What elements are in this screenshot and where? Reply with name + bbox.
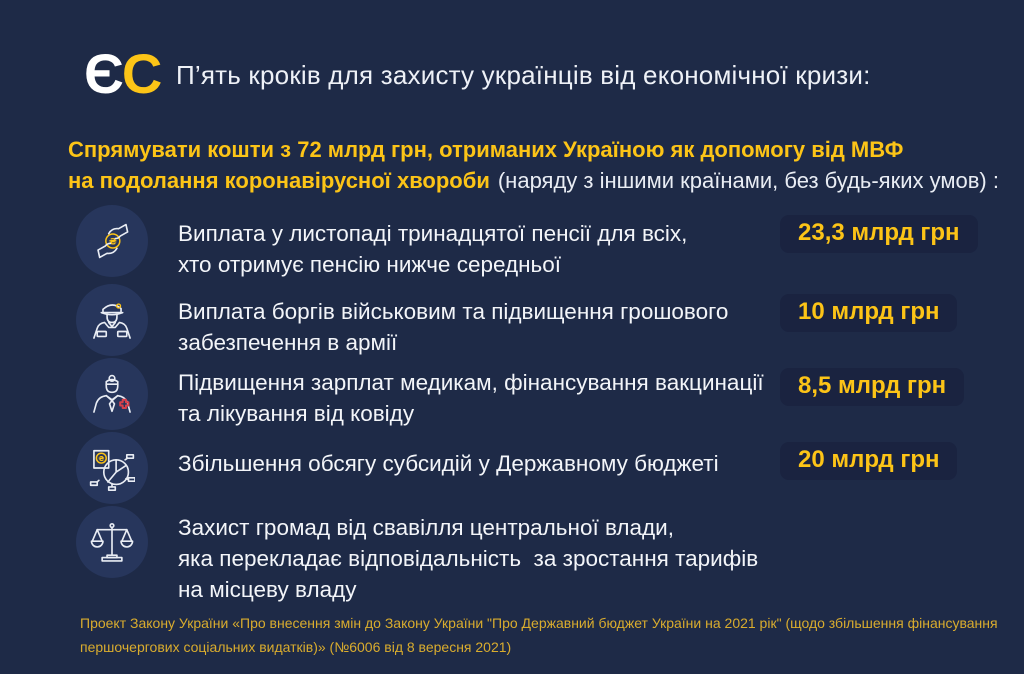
steps-list: ₴ Виплата у листопаді тринадцятої пенсії… xyxy=(74,205,984,605)
step-text-line: та лікування від ковіду xyxy=(178,401,415,426)
step-text-line: забезпечення в армії xyxy=(178,330,398,355)
intro-note: (наряду з іншими країнами, без будь-яких… xyxy=(497,168,999,193)
military-officer-icon xyxy=(76,284,148,356)
step-row: ₴ Виплата у листопаді тринадцятої пенсії… xyxy=(74,205,984,280)
step-row: Підвищення зарплат медикам, фінансування… xyxy=(74,358,984,430)
doctor-icon xyxy=(76,358,148,430)
step-row: Захист громад від свавілля центральної в… xyxy=(74,506,984,605)
step-text: Виплата боргів військовим та підвищення … xyxy=(178,296,984,358)
step-row: ₴ Збільшення обсягу субсидій у Державном… xyxy=(74,432,984,504)
step-text-line: Збільшення обсягу субсидій у Державному … xyxy=(178,451,719,476)
intro-highlight-line-2: на подолання коронавірусної хвороби xyxy=(68,168,490,193)
step-text-line: Захист громад від свавілля центральної в… xyxy=(178,515,674,540)
intro-highlight-line-1: Спрямувати кошти з 72 млрд грн, отримани… xyxy=(68,137,904,162)
svg-text:₴: ₴ xyxy=(98,455,104,463)
footer-note: Проект Закону України «Про внесення змін… xyxy=(80,611,998,659)
hands-coin-icon: ₴ xyxy=(76,205,148,277)
logo-letter-ye: Є xyxy=(84,42,124,105)
step-text-line: на місцеву владу xyxy=(178,577,357,602)
step-text-line: Підвищення зарплат медикам, фінансування… xyxy=(178,370,764,395)
svg-text:₴: ₴ xyxy=(109,237,117,247)
page-title: П’ять кроків для захисту українців від е… xyxy=(176,60,871,90)
step-text-line: яка перекладає відповідальність за зрост… xyxy=(178,546,759,571)
amount-badge: 8,5 млрд грн xyxy=(780,368,965,406)
step-text: Захист громад від свавілля центральної в… xyxy=(178,512,984,605)
intro-block: Спрямувати кошти з 72 млрд грн, отримани… xyxy=(68,134,999,196)
step-text: Підвищення зарплат медикам, фінансування… xyxy=(178,367,984,429)
scales-icon xyxy=(76,506,148,578)
amount-badge: 10 млрд грн xyxy=(780,294,958,332)
logo-letter-s: С xyxy=(121,42,162,105)
step-row: Виплата боргів військовим та підвищення … xyxy=(74,284,984,358)
step-text-line: Виплата у листопаді тринадцятої пенсії д… xyxy=(178,221,688,246)
party-logo: ЄС xyxy=(84,46,162,102)
intro-line-2: на подолання коронавірусної хвороби (наря… xyxy=(68,165,999,196)
step-text: Збільшення обсягу субсидій у Державному … xyxy=(178,448,984,479)
footer-line-2: першочергових соціальних видатків)» (№60… xyxy=(80,639,512,655)
pie-chart-coin-icon: ₴ xyxy=(76,432,148,504)
step-text: Виплата у листопаді тринадцятої пенсії д… xyxy=(178,218,984,280)
footer-line-1: Проект Закону України «Про внесення змін… xyxy=(80,615,998,631)
amount-badge: 20 млрд грн xyxy=(780,442,958,480)
step-text-line: хто отримує пенсію нижче середньої xyxy=(178,252,562,277)
step-text-line: Виплата боргів військовим та підвищення … xyxy=(178,299,729,324)
amount-badge: 23,3 млрд грн xyxy=(780,215,978,253)
